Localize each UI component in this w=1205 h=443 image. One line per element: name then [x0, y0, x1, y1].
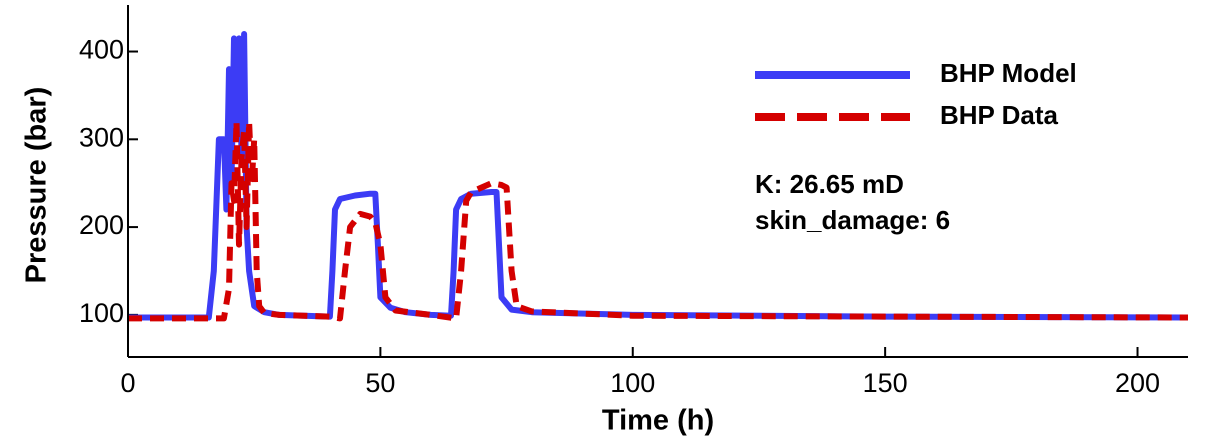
- x-tick-label: 100: [610, 368, 655, 398]
- x-tick-label: 0: [120, 368, 135, 398]
- x-axis-label: Time (h): [602, 405, 714, 437]
- y-axis-label: Pressure (bar): [21, 87, 53, 284]
- legend-label: BHP Data: [940, 100, 1059, 130]
- annotation: K: 26.65 mD: [755, 169, 904, 199]
- annotation: skin_damage: 6: [755, 205, 950, 235]
- y-tick-label: 300: [79, 122, 124, 152]
- data-line: [128, 31, 1189, 321]
- x-tick-label: 200: [1115, 368, 1160, 398]
- legend-label: BHP Model: [940, 58, 1077, 88]
- y-tick-label: 400: [79, 35, 124, 65]
- x-tick-label: 50: [365, 368, 395, 398]
- y-tick-label: 100: [79, 298, 124, 328]
- y-tick-label: 200: [79, 210, 124, 240]
- x-tick-label: 150: [863, 368, 908, 398]
- data-line: [128, 118, 1189, 322]
